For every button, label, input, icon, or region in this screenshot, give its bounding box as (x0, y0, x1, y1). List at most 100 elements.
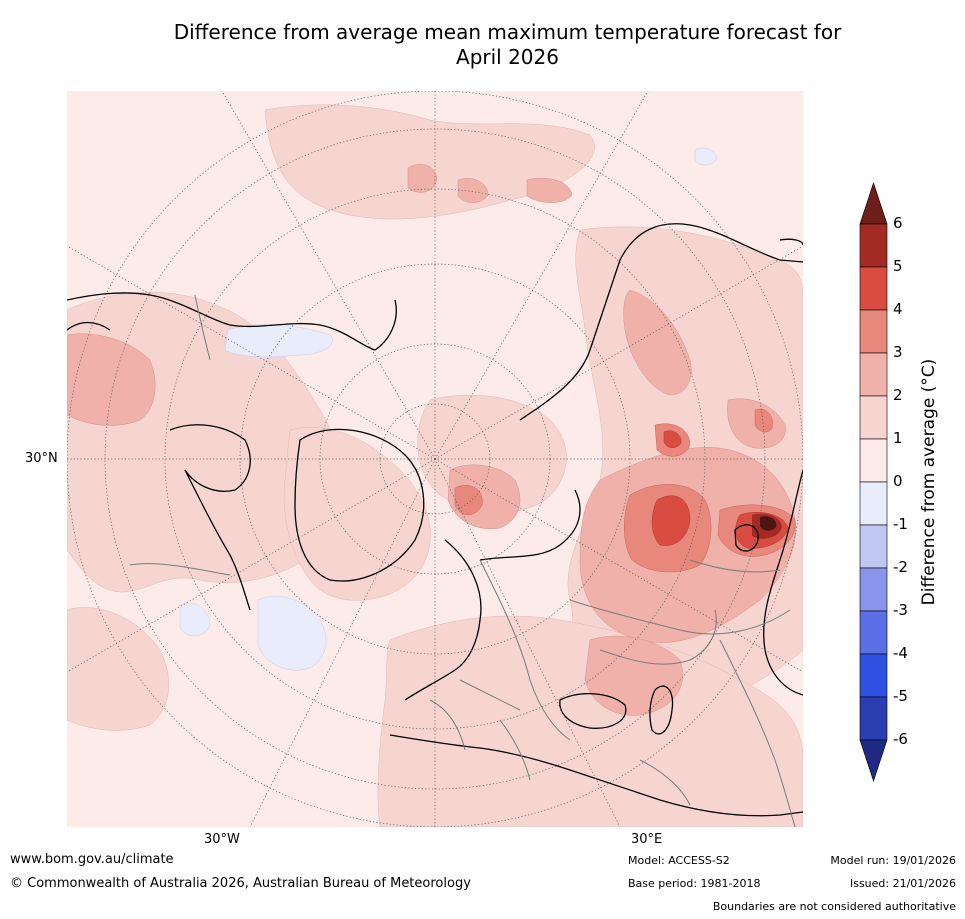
mid-warm-pacific-1 (407, 164, 438, 193)
graticule-lat-circle-60 (239, 263, 631, 655)
colorbar-bin (859, 309, 888, 354)
anomaly-region-greenland (283, 427, 431, 601)
footer-disclaimer: Boundaries are not considered authoritat… (712, 900, 956, 913)
footer-issued: Issued: 21/01/2026 (849, 877, 956, 890)
lon-label-30e: 30°E (631, 832, 663, 847)
lon-label-30w: 30°W (204, 832, 240, 847)
coast-greenland (294, 428, 425, 582)
colorbar-bin (859, 395, 888, 440)
colorbar-tick-label: 2 (893, 386, 903, 404)
colorbar-bin (859, 567, 888, 612)
coast-europe-north (479, 489, 581, 561)
colorbar-bin (859, 481, 888, 526)
graticule-meridian-60e (434, 458, 803, 673)
border-alaska (194, 294, 211, 361)
border-kazakhstan (599, 609, 717, 665)
coast-russia-arctic (519, 223, 803, 421)
cool-region-pacific-ne (694, 147, 718, 166)
chart-title-line1: Difference from average mean maximum tem… (173, 20, 842, 44)
footer-copyright: © Commonwealth of Australia 2026, Austra… (10, 876, 471, 891)
coast-alaska (67, 321, 111, 331)
cool-region-west-atlantic (257, 595, 327, 671)
warm-mongolia-core (754, 408, 773, 433)
colorbar-tick-label: -4 (893, 644, 908, 662)
colorbar-extend-bottom (859, 739, 888, 782)
anomaly-extreme-hot (760, 516, 777, 531)
map-panel (67, 91, 803, 827)
mid-warm-pacific-3 (526, 177, 573, 203)
graticule (67, 91, 803, 827)
extreme-hot-east-siberia (760, 516, 777, 531)
footer-model-run: Model run: 19/01/2026 (830, 854, 956, 867)
colorbar-tick-label: -6 (893, 730, 908, 748)
chart-title: Difference from average mean maximum tem… (60, 20, 955, 70)
colorbar-tick-label: -1 (893, 515, 908, 533)
colorbar-tick-label: 4 (893, 300, 903, 318)
coast-baikal (734, 524, 759, 552)
colorbar (859, 182, 888, 782)
graticule-lat-circle-50 (164, 188, 706, 730)
border-mongolia (689, 559, 781, 573)
colorbar-bin (859, 266, 888, 311)
mid-warm-siberia-east (623, 289, 692, 396)
graticule-meridian-150e (434, 91, 649, 460)
colorbar-bin (859, 696, 888, 741)
border-europe-1 (459, 679, 521, 711)
graticule-meridian-30e (434, 458, 621, 827)
graticule-meridian-150w (221, 91, 436, 460)
colorbar-tick-label: 6 (893, 214, 903, 232)
coast-east-canada (184, 469, 251, 611)
graticule-meridian-30w (249, 458, 436, 827)
footer-base-period: Base period: 1981-2018 (628, 877, 761, 890)
chart-title-line2: April 2026 (456, 45, 559, 69)
graticule-meridian-120e (434, 245, 803, 460)
border-china (719, 639, 796, 827)
anomaly-region-pacific-north (264, 104, 595, 220)
colorbar-tick-label: -3 (893, 601, 908, 619)
border-russia-west (479, 559, 571, 741)
colorbar-tick-label: -5 (893, 687, 908, 705)
coast-scandinavia (404, 539, 482, 701)
anomaly-region-europe (377, 615, 803, 827)
mid-warm-central-asia (584, 635, 683, 716)
colorbar-tick-label: 0 (893, 472, 903, 490)
anomaly-light-cool (179, 147, 718, 671)
coast-caspian (649, 685, 674, 735)
coast-hudson-bay (169, 424, 251, 492)
mid-warm-pacific-2 (457, 178, 489, 203)
border-europe-3 (499, 719, 531, 781)
graticule-meridian-120w (67, 245, 436, 460)
colorbar-bin (859, 653, 888, 698)
graticule-meridian-60w (67, 458, 436, 673)
hot-north-siberia (663, 430, 682, 448)
colorbar-tick-label: -2 (893, 558, 908, 576)
coast-north-america-arctic (67, 292, 397, 351)
colorbar-tick-label: 1 (893, 429, 903, 447)
colorbar-bin (859, 438, 888, 483)
colorbar-bin (859, 223, 888, 268)
border-canada-us (129, 563, 231, 576)
colorbar-tick-label: 5 (893, 257, 903, 275)
colorbar-bin (859, 524, 888, 569)
colorbar-label: Difference from average (°C) (919, 358, 939, 606)
lat-label-30n: 30°N (25, 451, 58, 466)
border-russia-south (569, 599, 791, 635)
footer-website: www.bom.gov.au/climate (10, 852, 174, 867)
coast-kamchatka (779, 238, 803, 246)
colorbar-extend-top (859, 182, 888, 225)
coast-black-sea (559, 693, 627, 729)
hot-west-siberia (651, 495, 691, 546)
colorbar-tick-label: 3 (893, 343, 903, 361)
coast-pacific-asia (763, 469, 803, 696)
country-borders (129, 294, 796, 827)
footer-model: Model: ACCESS-S2 (628, 854, 730, 867)
anomaly-region-atlantic (67, 607, 169, 731)
border-iran (639, 759, 691, 806)
colorbar-bin (859, 610, 888, 655)
cool-region-pacific-n (179, 602, 211, 637)
coast-europe-south (389, 734, 803, 817)
colorbar-bin (859, 352, 888, 397)
mid-warm-canada-west (67, 333, 156, 426)
coastlines (67, 223, 803, 817)
